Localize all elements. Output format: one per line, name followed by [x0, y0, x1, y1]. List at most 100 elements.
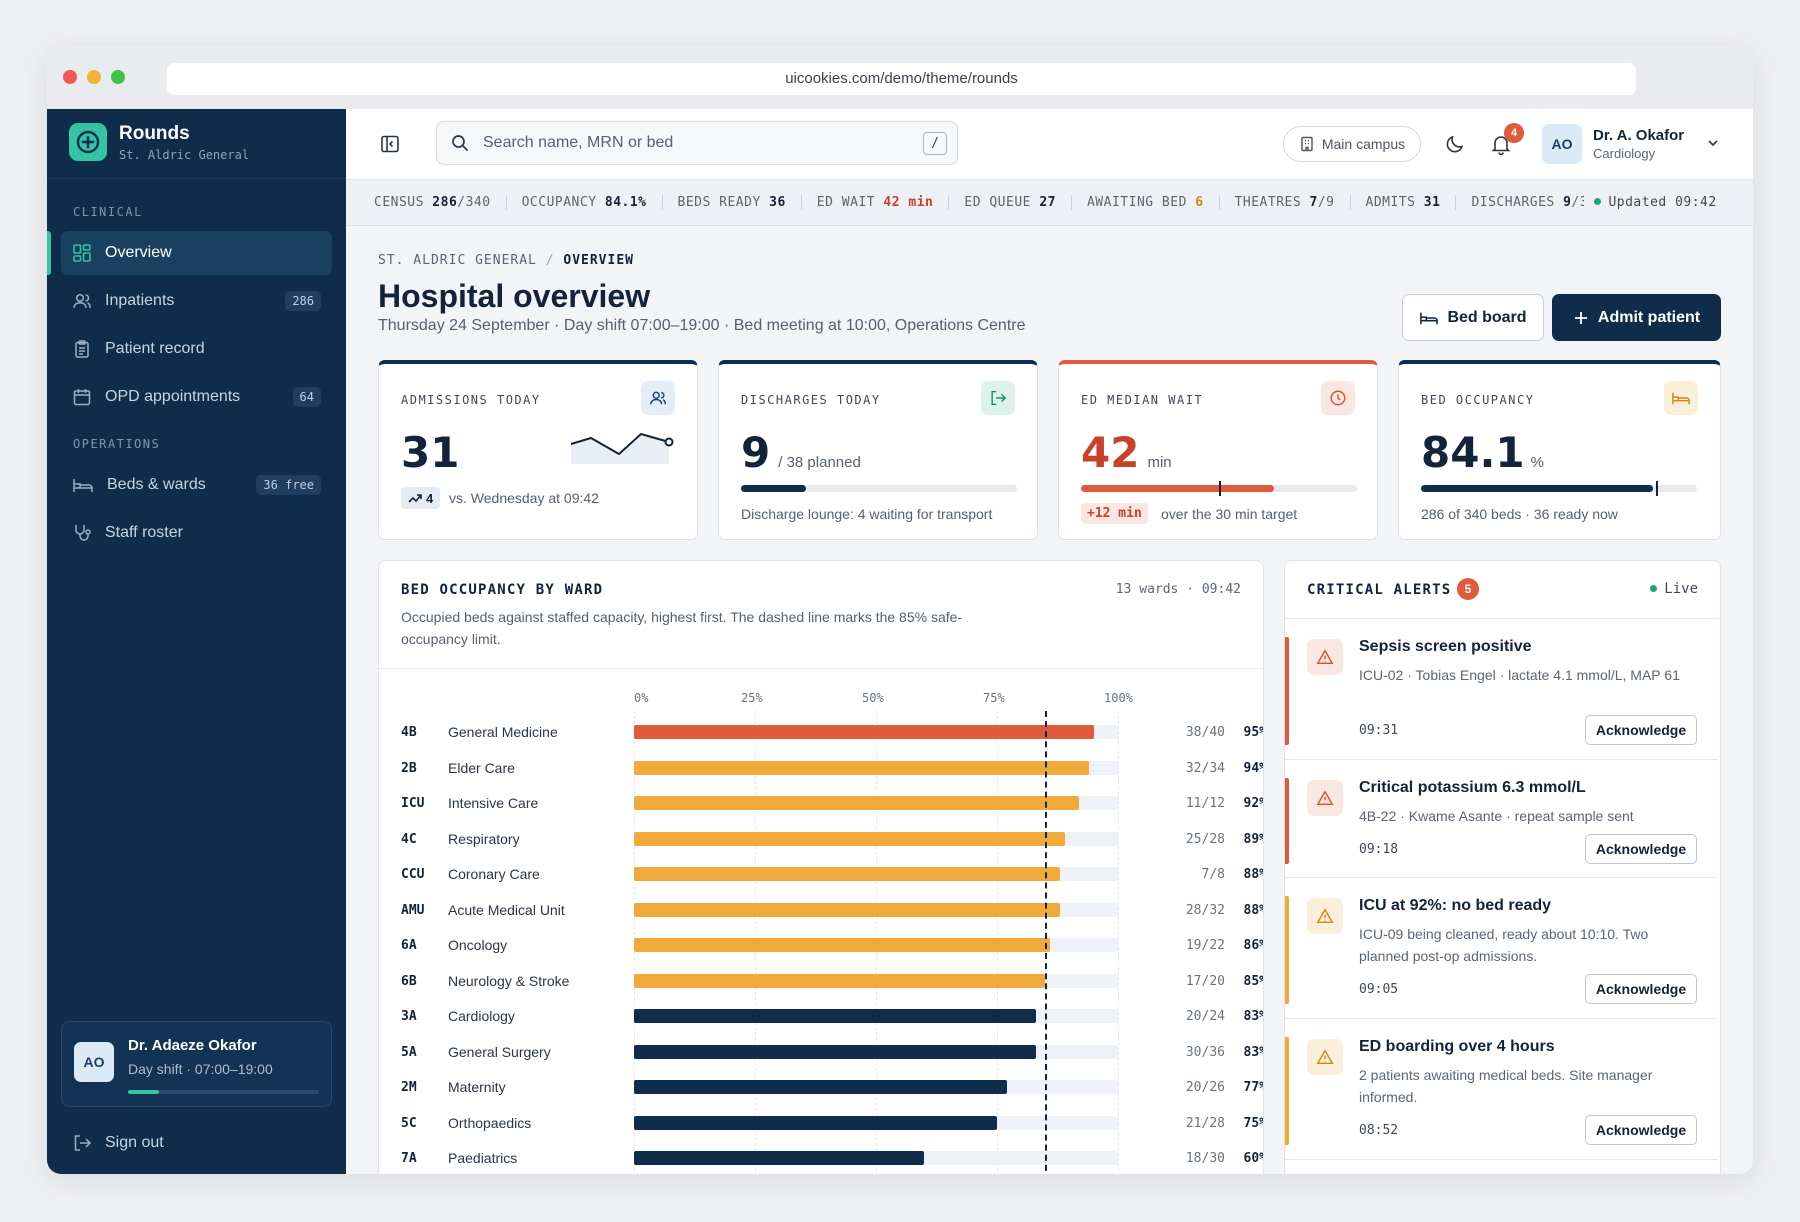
severity-stripe: [1285, 778, 1289, 864]
sidebar-toggle-icon[interactable]: [380, 134, 400, 159]
sign-out-button[interactable]: Sign out: [61, 1121, 332, 1165]
campus-label: Main campus: [1321, 136, 1406, 152]
maximize-window-dot[interactable]: [111, 70, 125, 84]
ward-row[interactable]: 4C Respiratory 25/28 89%: [379, 828, 1263, 852]
search-input[interactable]: Search name, MRN or bed /: [436, 121, 958, 165]
current-user-card[interactable]: AO Dr. Adaeze Okafor Day shift · 07:00–1…: [61, 1021, 332, 1107]
x-tick-label: 50%: [862, 691, 884, 705]
topbar-avatar[interactable]: AO: [1542, 124, 1582, 164]
ed-wait-delta-badge: +12 min: [1081, 503, 1148, 524]
page-title: Hospital overview: [378, 278, 651, 314]
chevron-down-icon[interactable]: [1706, 136, 1720, 155]
ward-occupancy-bar: [634, 867, 1060, 881]
sidebar-item-staff-roster[interactable]: Staff roster: [61, 511, 332, 555]
ward-occupancy-bar: [634, 1151, 925, 1165]
ticker-admits: ADMITS 31: [1351, 195, 1457, 210]
ward-name: Respiratory: [448, 830, 520, 847]
bed-icon: [1664, 381, 1698, 415]
inpatients-count-badge: 286: [285, 291, 321, 311]
x-tick-label: 100%: [1104, 691, 1133, 705]
browser-window: uicookies.com/demo/theme/rounds Rounds S…: [47, 46, 1753, 1174]
sidebar-item-patient-record[interactable]: Patient record: [61, 327, 332, 371]
ed-target-marker: [1219, 481, 1221, 496]
alert-item: Sepsis screen positive ICU-02 · Tobias E…: [1285, 619, 1718, 760]
minimize-window-dot[interactable]: [87, 70, 101, 84]
ward-occupancy-bar: [634, 760, 1089, 775]
acknowledge-button[interactable]: Acknowledge: [1585, 1115, 1697, 1145]
ward-bed-count: 20/24: [1185, 1009, 1225, 1024]
ward-row[interactable]: 6A Oncology 19/22 86%: [379, 934, 1263, 958]
ward-row[interactable]: 7A Paediatrics 18/30 60%: [379, 1147, 1263, 1171]
ward-bed-count: 20/26: [1185, 1080, 1225, 1095]
ward-row[interactable]: ICU Intensive Care 11/12 92%: [379, 792, 1263, 816]
ward-occupancy-pct: 95%: [1243, 725, 1263, 740]
kpi-discharges: DISCHARGES TODAY 9/ 38 planned Discharge…: [718, 360, 1038, 540]
ward-code: 4B: [401, 725, 417, 740]
ward-row[interactable]: AMU Acute Medical Unit 28/32 88%: [379, 899, 1263, 923]
ward-row[interactable]: 2M Maternity 20/26 77%: [379, 1076, 1263, 1100]
avatar: AO: [74, 1042, 114, 1082]
sign-out-label: Sign out: [105, 1134, 164, 1151]
ward-bed-count: 28/32: [1185, 902, 1225, 918]
bell-icon[interactable]: [1490, 133, 1512, 160]
status-ticker: CENSUS 286/340 OCCUPANCY 84.1% BEDS READ…: [346, 180, 1753, 226]
clipboard-icon: [75, 340, 89, 358]
ward-row[interactable]: 6B Neurology & Stroke 17/20 85%: [379, 970, 1263, 994]
ward-row[interactable]: 3A Cardiology 20/24 83%: [379, 1005, 1263, 1029]
ward-bed-count: 17/20: [1185, 973, 1225, 989]
alert-title: Critical potassium 6.3 mmol/L: [1359, 779, 1586, 796]
acknowledge-button[interactable]: Acknowledge: [1585, 715, 1697, 745]
alert-title: Sepsis screen positive: [1359, 638, 1532, 655]
bar-track: [634, 1151, 1118, 1165]
ward-row[interactable]: 5A General Surgery 30/36 83%: [379, 1041, 1263, 1065]
bed-occupancy-panel: BED OCCUPANCY BY WARD 13 wards · 09:42 O…: [378, 560, 1264, 1174]
ward-name: General Surgery: [448, 1043, 551, 1060]
ward-row[interactable]: 2B Elder Care 32/34 94%: [379, 757, 1263, 781]
bar-track: [634, 938, 1118, 952]
acknowledge-button[interactable]: Acknowledge: [1585, 974, 1697, 1004]
ticker-ed-wait: ED WAIT 42 min: [802, 195, 950, 210]
bar-track: [634, 796, 1118, 810]
ward-row[interactable]: CCU Coronary Care 7/8 88%: [379, 863, 1263, 887]
building-icon: [1301, 136, 1313, 152]
search-shortcut-key: /: [923, 132, 947, 155]
moon-icon[interactable]: [1444, 133, 1466, 160]
admissions-sparkline: [570, 432, 674, 464]
ward-row[interactable]: 4B General Medicine 38/40 95%: [379, 721, 1263, 745]
admit-patient-button[interactable]: Admit patient: [1552, 294, 1721, 341]
panel-title: CRITICAL ALERTS: [1307, 582, 1452, 598]
ward-bed-count: 21/28: [1185, 1115, 1225, 1131]
bar-track: [634, 1080, 1118, 1094]
ward-name: Neurology & Stroke: [448, 972, 570, 989]
severity-stripe: [1285, 1037, 1289, 1145]
ward-name: Elder Care: [448, 759, 515, 776]
user-name: Dr. Adaeze Okafor: [128, 1037, 257, 1054]
ward-code: 5A: [401, 1044, 417, 1060]
ward-code: AMU: [401, 902, 425, 918]
ward-code: 2M: [401, 1080, 417, 1095]
ward-code: 6B: [401, 973, 417, 989]
topbar-user-name[interactable]: Dr. A. Okafor: [1593, 127, 1685, 144]
ward-row[interactable]: 5C Orthopaedics 21/28 75%: [379, 1112, 1263, 1136]
acknowledge-button[interactable]: Acknowledge: [1585, 834, 1697, 864]
sidebar-item-overview[interactable]: Overview: [61, 231, 332, 275]
admissions-delta-badge: 4: [401, 487, 441, 509]
page-subtitle: Thursday 24 September · Day shift 07:00–…: [378, 317, 1026, 334]
section-operations-label: OPERATIONS: [73, 437, 161, 451]
ward-name: Cardiology: [448, 1008, 515, 1024]
close-window-dot[interactable]: [63, 70, 77, 84]
sidebar-item-inpatients[interactable]: Inpatients 286: [61, 279, 332, 323]
bed-icon: [1420, 312, 1439, 324]
ward-name: Maternity: [448, 1079, 506, 1095]
ticker-discharges: DISCHARGES 9/38: [1471, 195, 1584, 210]
bar-track: [634, 973, 1118, 988]
search-icon: [452, 135, 469, 152]
alert-description: 2 patients awaiting medical beds. Site m…: [1359, 1067, 1653, 1105]
campus-selector[interactable]: Main campus: [1283, 126, 1421, 162]
sidebar-item-opd-appointments[interactable]: OPD appointments 64: [61, 375, 332, 419]
breadcrumb-root[interactable]: ST. ALDRIC GENERAL: [378, 253, 537, 268]
address-bar[interactable]: uicookies.com/demo/theme/rounds: [167, 63, 1636, 95]
sidebar-item-beds-wards[interactable]: Beds & wards 36 free: [61, 463, 332, 507]
bed-board-button[interactable]: Bed board: [1402, 294, 1544, 341]
severity-stripe: [1285, 896, 1289, 1004]
